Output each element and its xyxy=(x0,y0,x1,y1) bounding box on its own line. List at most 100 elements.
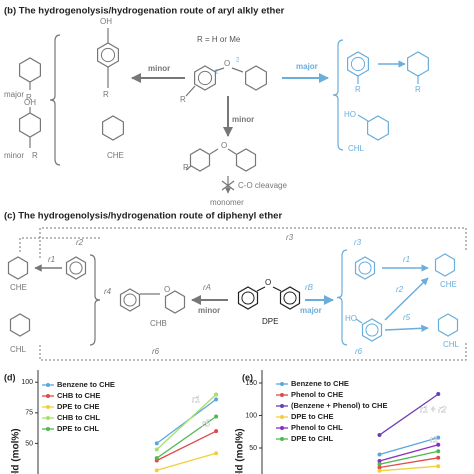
point xyxy=(214,397,219,402)
label: CHE xyxy=(10,283,27,292)
bond xyxy=(357,114,369,122)
label: R xyxy=(103,90,109,99)
legend-label: DPE to CHE xyxy=(291,412,334,421)
bond xyxy=(355,318,363,324)
ring xyxy=(361,318,383,342)
point xyxy=(436,449,441,454)
brace xyxy=(49,34,61,166)
label: C-O cleavage xyxy=(238,181,287,190)
label: rA xyxy=(203,283,211,292)
point xyxy=(377,459,382,463)
label: OH xyxy=(100,17,112,26)
label: R xyxy=(355,85,361,94)
ring xyxy=(189,148,211,172)
legend-marker xyxy=(280,382,284,386)
series-line xyxy=(379,450,439,465)
legend-marker xyxy=(280,393,284,397)
label: monomer xyxy=(210,198,244,207)
label: minor xyxy=(198,306,220,315)
point xyxy=(214,451,219,456)
series-line xyxy=(156,415,217,459)
series-line xyxy=(379,393,439,436)
ring-aromatic xyxy=(123,293,137,307)
bond xyxy=(384,277,429,321)
bond xyxy=(384,324,429,333)
bond xyxy=(185,85,196,97)
point xyxy=(154,456,159,461)
point xyxy=(377,433,382,437)
ring xyxy=(194,65,216,91)
panel-title: (c) The hydrogenolysis/hydrogenation rou… xyxy=(4,211,282,222)
ring-aromatic xyxy=(365,323,379,337)
annotation: r1 xyxy=(192,394,200,404)
brace xyxy=(336,249,348,346)
series-line xyxy=(379,444,439,462)
label: 1 xyxy=(215,70,219,76)
dotted-route xyxy=(39,342,467,361)
panel-label: (d) xyxy=(4,372,16,382)
point xyxy=(154,468,159,473)
bond xyxy=(221,180,235,191)
label: CHL xyxy=(348,144,365,153)
label: r2 xyxy=(396,285,404,294)
ring xyxy=(19,112,42,138)
point xyxy=(377,468,382,473)
point xyxy=(436,464,441,469)
label: r1 xyxy=(48,255,55,264)
ring-aromatic xyxy=(69,261,83,275)
label: r1 xyxy=(403,255,410,264)
y-tick-label: 50 xyxy=(25,440,33,447)
label: O xyxy=(221,141,227,150)
label: r3 xyxy=(354,238,362,247)
ring xyxy=(119,288,141,312)
y-axis-title: Yield (mol%) xyxy=(235,428,246,474)
brace xyxy=(332,39,344,151)
label: O xyxy=(265,278,271,287)
label: minor xyxy=(232,115,254,124)
y-axis-title: Yield (mol%) xyxy=(11,428,22,474)
ring xyxy=(19,57,42,83)
label: minor xyxy=(4,151,24,160)
label: HO xyxy=(345,314,357,323)
series-line xyxy=(379,457,439,469)
legend-label: CHB to CHE xyxy=(57,391,100,400)
panel-title: (b) The hydrogenolysis/hydrogenation rou… xyxy=(4,6,285,17)
bond xyxy=(185,165,192,171)
point xyxy=(436,392,441,397)
ring-aromatic xyxy=(283,291,297,305)
ring xyxy=(101,115,125,141)
label: HO xyxy=(344,110,356,119)
legend-label: Phenol to CHL xyxy=(291,423,343,432)
point xyxy=(214,414,219,419)
bond xyxy=(272,286,282,292)
legend-marker xyxy=(46,416,50,420)
legend-label: Phenol to CHE xyxy=(291,390,343,399)
legend-marker xyxy=(280,426,284,430)
point xyxy=(377,465,382,470)
structures xyxy=(7,28,467,361)
legend-label: DPE to CHE xyxy=(57,402,100,411)
label: r6 xyxy=(152,347,160,356)
point xyxy=(436,435,441,440)
legend-marker xyxy=(280,404,284,408)
label: major xyxy=(296,62,318,71)
label: CHL xyxy=(443,340,460,349)
legend-label: Benzene to CHE xyxy=(291,379,349,388)
label: CHB xyxy=(150,319,167,328)
point xyxy=(154,447,159,452)
label: major xyxy=(300,306,322,315)
point xyxy=(214,429,219,434)
annotation: r1 xyxy=(430,434,438,444)
y-tick-label: 100 xyxy=(21,379,33,386)
ring-aromatic xyxy=(241,291,255,305)
point xyxy=(214,392,219,397)
label: r4 xyxy=(104,287,112,296)
ring xyxy=(354,256,376,280)
bond xyxy=(214,67,225,72)
label: r6 xyxy=(355,347,363,356)
legend-marker xyxy=(280,415,284,419)
label: R xyxy=(183,163,189,172)
point xyxy=(436,442,441,447)
